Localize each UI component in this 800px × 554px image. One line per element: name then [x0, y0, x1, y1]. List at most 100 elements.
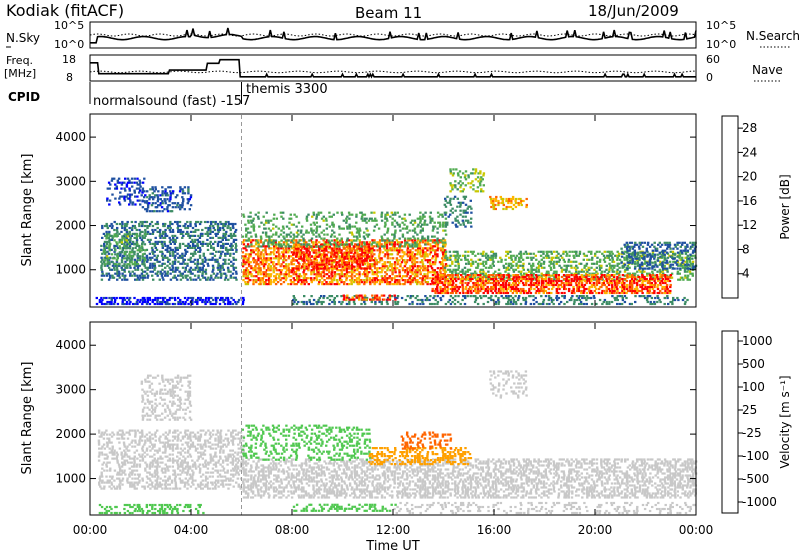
- power-cell: [209, 228, 212, 232]
- power-cell: [410, 253, 414, 256]
- power-cell: [292, 257, 295, 260]
- power-cell: [290, 239, 293, 242]
- power-cell: [277, 247, 280, 250]
- power-cell: [263, 275, 266, 278]
- power-cell: [662, 272, 665, 275]
- power-cell: [135, 187, 139, 190]
- power-cell: [603, 250, 606, 253]
- power-cell: [385, 217, 388, 220]
- power-cell: [143, 200, 146, 203]
- power-cell: [282, 211, 285, 214]
- power-cell: [361, 251, 364, 254]
- power-cell: [195, 220, 198, 224]
- cpid-label: CPID: [8, 90, 40, 104]
- power-cell: [217, 264, 220, 267]
- power-cell: [497, 291, 501, 295]
- power-cell: [350, 283, 353, 286]
- power-cell: [242, 247, 245, 250]
- power-cell: [492, 264, 495, 267]
- power-cell: [592, 281, 596, 285]
- power-cell: [565, 281, 568, 285]
- power-cell: [623, 258, 626, 261]
- power-cell: [305, 281, 308, 284]
- power-cell: [628, 266, 631, 269]
- power-cell: [172, 240, 175, 243]
- power-cell: [385, 239, 389, 242]
- power-cell: [336, 279, 339, 282]
- power-cell: [507, 274, 510, 277]
- power-cell: [484, 289, 487, 293]
- power-cell: [330, 233, 334, 236]
- power-cell: [305, 217, 308, 220]
- power-cell: [229, 232, 233, 235]
- power-cell: [636, 264, 640, 267]
- power-cell: [313, 277, 316, 280]
- power-cell: [646, 274, 649, 277]
- power-cell: [512, 270, 516, 273]
- power-cell: [348, 227, 352, 230]
- power-cell: [148, 302, 152, 306]
- power-cell: [346, 247, 349, 250]
- power-cell: [517, 270, 521, 273]
- power-cell: [401, 267, 404, 270]
- power-cell: [358, 279, 361, 282]
- power-cell: [428, 215, 432, 218]
- power-cell: [160, 302, 164, 306]
- power-cell: [600, 274, 604, 277]
- power-cell: [575, 289, 579, 293]
- power-cell: [196, 242, 199, 245]
- power-cell: [252, 275, 256, 278]
- power-cell: [522, 268, 525, 271]
- power-cell: [578, 275, 581, 279]
- power-cell: [348, 249, 351, 252]
- power-cell: [502, 275, 505, 279]
- power-cell: [511, 264, 515, 267]
- power-cell: [101, 262, 104, 265]
- power-cell: [388, 243, 392, 246]
- power-cell: [474, 285, 477, 289]
- power-cell: [443, 269, 446, 272]
- power-cell: [532, 272, 535, 275]
- power-cell: [128, 179, 131, 182]
- power-cell: [560, 270, 564, 273]
- power-cell: [631, 279, 634, 283]
- power-cell: [515, 275, 518, 279]
- power-cell: [373, 253, 376, 256]
- power-cell: [623, 285, 626, 289]
- power-cell: [134, 226, 137, 230]
- power-cell: [305, 247, 309, 250]
- power-cell: [172, 252, 175, 255]
- power-cell: [431, 235, 434, 238]
- power-cell: [197, 228, 200, 232]
- power-cell: [106, 235, 109, 238]
- power-cell: [426, 255, 429, 258]
- power-cell: [418, 243, 421, 246]
- power-cell: [338, 233, 341, 236]
- power-cell: [284, 279, 288, 282]
- power-cell: [555, 254, 559, 257]
- power-cell: [121, 300, 124, 304]
- power-cell: [375, 269, 379, 272]
- power-cell: [449, 254, 452, 257]
- power-cell: [390, 243, 393, 246]
- power-cell: [608, 289, 612, 293]
- power-cell: [216, 232, 219, 235]
- power-cell: [249, 239, 252, 242]
- power-cell: [106, 233, 109, 236]
- power-cell: [452, 281, 455, 285]
- power-cell: [189, 240, 193, 243]
- power-cell: [181, 202, 184, 205]
- power-cell: [164, 194, 168, 197]
- power-cell: [530, 279, 533, 283]
- power-cell: [409, 249, 412, 252]
- power-cell: [120, 266, 123, 269]
- power-cell: [121, 195, 124, 198]
- power-cell: [313, 257, 317, 260]
- power-cell: [643, 275, 646, 279]
- power-cell: [375, 263, 378, 266]
- power-cell: [226, 226, 229, 230]
- power-cell: [594, 252, 597, 255]
- power-cell: [471, 260, 474, 263]
- power-cell: [590, 252, 593, 255]
- power-cell: [110, 234, 113, 237]
